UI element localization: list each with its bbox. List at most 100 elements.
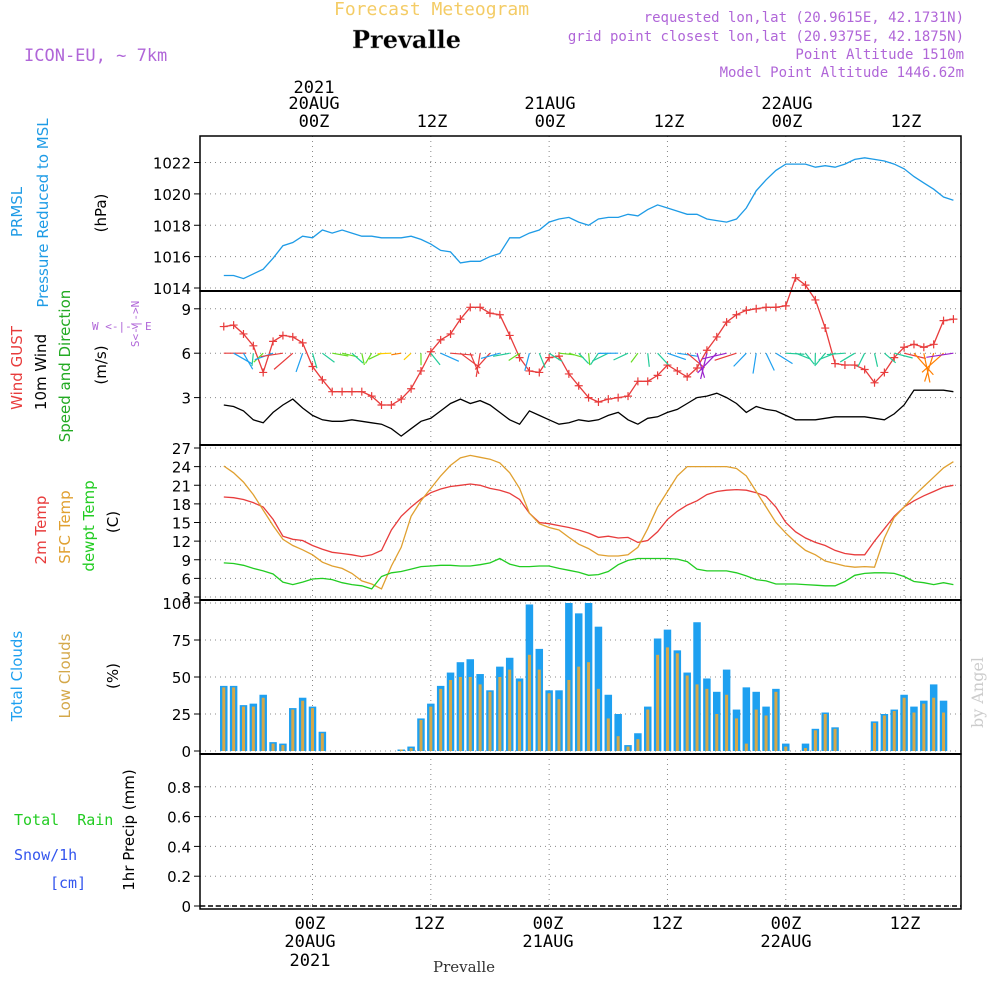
gust-marker bbox=[870, 378, 879, 387]
wind-arrow bbox=[613, 352, 629, 361]
gust-marker bbox=[367, 392, 376, 401]
top-tick-2: 12Z bbox=[417, 112, 448, 132]
gust-marker bbox=[712, 332, 721, 341]
y-tick-label: 3 bbox=[181, 589, 191, 607]
top-tick-3: 00Z bbox=[535, 112, 566, 132]
gust-marker bbox=[298, 338, 307, 347]
gust-marker bbox=[515, 353, 524, 362]
gust-marker bbox=[663, 361, 672, 370]
y-tick-label: 24 bbox=[172, 459, 191, 477]
p2-compass-sn: S<-|->N bbox=[129, 301, 142, 347]
top-tick-6: 12Z bbox=[891, 112, 922, 132]
bar-low-clouds bbox=[725, 694, 729, 751]
station-title: Prevalle bbox=[352, 25, 461, 54]
wind-arrow bbox=[677, 352, 698, 357]
y-tick-label: 0.8 bbox=[167, 779, 191, 797]
wind-arrow bbox=[492, 352, 510, 357]
top-tick-5: 00Z bbox=[772, 112, 803, 132]
wind-arrow bbox=[696, 353, 706, 378]
panel-frame bbox=[199, 753, 962, 910]
gust-marker bbox=[900, 343, 909, 352]
y-tick-label: 0.2 bbox=[167, 868, 191, 886]
wind-arrow bbox=[322, 352, 335, 363]
bar-low-clouds bbox=[942, 712, 946, 751]
wind-arrow bbox=[524, 353, 531, 371]
gust-marker bbox=[781, 301, 790, 310]
bar-low-clouds bbox=[232, 687, 236, 751]
bar-low-clouds bbox=[429, 706, 433, 751]
wind-arrow bbox=[251, 353, 254, 367]
y-tick-label: 1022 bbox=[153, 155, 191, 173]
gust-marker bbox=[446, 329, 455, 338]
y-tick-label: 18 bbox=[172, 496, 191, 514]
gust-marker bbox=[880, 368, 889, 377]
gust-marker bbox=[535, 368, 544, 377]
gust-marker bbox=[752, 304, 761, 313]
p2-label-speed: Speed and Direction bbox=[56, 290, 74, 443]
bar-low-clouds bbox=[251, 706, 255, 751]
gust-marker bbox=[840, 361, 849, 370]
wind-arrow bbox=[391, 352, 402, 356]
wind-arrow bbox=[361, 353, 365, 366]
top-year: 2021 bbox=[294, 78, 335, 98]
y-tick-label: 1020 bbox=[153, 186, 191, 204]
gust-marker bbox=[821, 324, 830, 333]
gust-marker bbox=[693, 364, 702, 372]
y-tick-label: 0.6 bbox=[167, 809, 191, 827]
p1-label-prmsl: PRMSL bbox=[8, 186, 26, 237]
wind-arrow bbox=[364, 352, 373, 364]
gust-marker bbox=[850, 361, 859, 370]
gust-marker bbox=[347, 387, 356, 396]
bar-low-clouds bbox=[409, 748, 413, 751]
gust-marker bbox=[624, 392, 633, 401]
gust-marker bbox=[278, 331, 287, 340]
bar-low-clouds bbox=[596, 688, 600, 751]
requested-lonlat: requested lon,lat (20.9615E, 42.1731N) bbox=[644, 10, 964, 26]
title-forecast: Forecast Meteogram bbox=[334, 0, 529, 20]
wind-arrow bbox=[903, 352, 927, 360]
gust-marker bbox=[801, 281, 810, 290]
bar-low-clouds bbox=[685, 675, 689, 751]
model-altitude: Model Point Altitude 1446.62m bbox=[720, 65, 964, 81]
p2-label-wind: 10m Wind bbox=[32, 334, 50, 410]
bar-low-clouds bbox=[656, 654, 660, 751]
bar-low-clouds bbox=[399, 749, 403, 751]
wind-arrow bbox=[657, 352, 669, 366]
y-tick-label: 0 bbox=[181, 898, 191, 916]
wind-arrow bbox=[311, 353, 318, 369]
series-dewpt-temp bbox=[223, 557, 954, 590]
wind-arrow bbox=[591, 352, 609, 362]
bar-low-clouds bbox=[261, 697, 265, 751]
bar-low-clouds bbox=[468, 677, 472, 751]
wind-arrow bbox=[568, 352, 584, 359]
wind-arrow bbox=[686, 352, 705, 369]
bar-total-clouds bbox=[742, 687, 751, 751]
p4-label-low: Low Clouds bbox=[56, 633, 74, 718]
wind-arrow bbox=[894, 352, 913, 359]
gust-marker bbox=[742, 306, 751, 315]
gust-marker bbox=[831, 359, 840, 368]
gust-marker bbox=[653, 371, 662, 380]
series-2m-temp bbox=[223, 483, 954, 558]
wind-arrow bbox=[826, 352, 845, 356]
gust-marker bbox=[249, 341, 258, 350]
bar-low-clouds bbox=[774, 691, 778, 751]
y-tick-label: 25 bbox=[172, 706, 191, 724]
wind-arrow bbox=[913, 352, 934, 376]
bar-low-clouds bbox=[606, 718, 610, 751]
series-10m-wind bbox=[223, 389, 954, 437]
p5-label-unit: 1hr Precip (mm) bbox=[120, 769, 138, 890]
bar-low-clouds bbox=[271, 743, 275, 751]
wind-arrow bbox=[733, 352, 747, 367]
bar-low-clouds bbox=[291, 709, 295, 751]
bottom-tick-2: 12Z bbox=[414, 914, 445, 934]
bottom-caption: Prevalle bbox=[433, 958, 495, 976]
bar-low-clouds bbox=[311, 708, 314, 751]
bar-low-clouds bbox=[892, 711, 896, 751]
bar-low-clouds bbox=[695, 684, 699, 751]
bottom-tick-3: 00Z bbox=[533, 914, 564, 934]
gust-marker bbox=[929, 340, 938, 349]
bottom-tick-6: 12Z bbox=[890, 914, 921, 934]
p2-compass-we: W <-|-> E bbox=[92, 320, 152, 333]
gust-marker bbox=[525, 366, 534, 375]
